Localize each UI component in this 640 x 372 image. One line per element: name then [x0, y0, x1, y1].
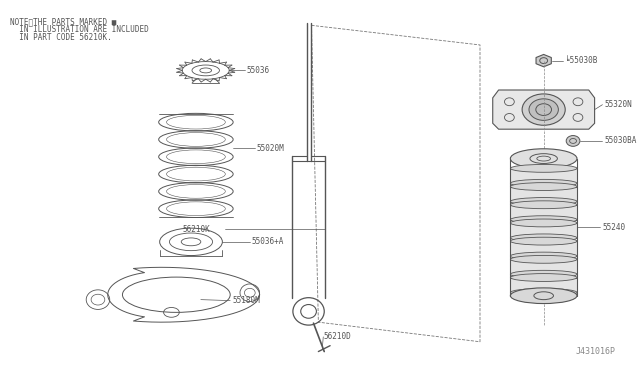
Bar [510, 187, 577, 202]
Ellipse shape [510, 179, 577, 187]
Polygon shape [493, 90, 595, 129]
Ellipse shape [510, 201, 577, 209]
Text: ╘55030B: ╘55030B [565, 56, 598, 65]
Ellipse shape [510, 288, 577, 304]
Bar [510, 205, 577, 220]
Ellipse shape [510, 149, 577, 169]
Ellipse shape [529, 99, 558, 121]
Text: 55036: 55036 [247, 66, 270, 75]
Ellipse shape [510, 198, 577, 205]
Ellipse shape [510, 216, 577, 224]
Text: NOTE、THE PARTS MARKED ■: NOTE、THE PARTS MARKED ■ [10, 17, 116, 26]
Ellipse shape [510, 270, 577, 278]
Polygon shape [536, 54, 551, 67]
Bar [510, 259, 577, 274]
Ellipse shape [510, 289, 577, 296]
Text: 55240: 55240 [602, 223, 625, 232]
Text: 55030BA: 55030BA [604, 137, 637, 145]
Ellipse shape [510, 219, 577, 227]
Bar [510, 169, 577, 183]
Ellipse shape [510, 183, 577, 190]
Ellipse shape [510, 273, 577, 282]
Bar [510, 278, 577, 292]
Text: 55020M: 55020M [257, 144, 284, 153]
Ellipse shape [522, 94, 565, 125]
Bar [510, 223, 577, 238]
Ellipse shape [510, 234, 577, 242]
Text: 55320N: 55320N [604, 100, 632, 109]
Text: IN ILLUSTRATION ARE INCLUDED: IN ILLUSTRATION ARE INCLUDED [10, 25, 148, 34]
Text: IN PART CODE 56210K.: IN PART CODE 56210K. [10, 33, 111, 42]
Ellipse shape [510, 256, 577, 263]
Text: J431016P: J431016P [575, 347, 615, 356]
Text: 56210K: 56210K [183, 225, 211, 234]
Ellipse shape [510, 252, 577, 260]
Text: 56210D: 56210D [323, 332, 351, 341]
Ellipse shape [510, 164, 577, 172]
Text: 55036+A: 55036+A [252, 237, 284, 246]
Bar [510, 241, 577, 256]
Text: 55180M: 55180M [232, 296, 260, 305]
Ellipse shape [566, 135, 580, 146]
Ellipse shape [510, 237, 577, 245]
